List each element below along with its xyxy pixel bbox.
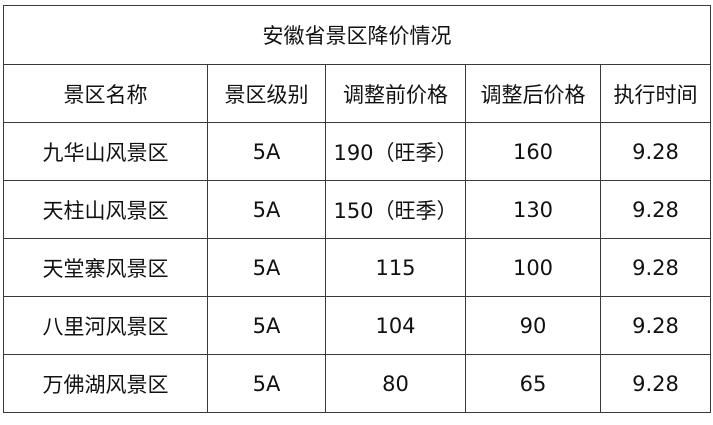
cell: 天堂寨风景区 (3, 238, 208, 297)
data-row: 天堂寨风景区 5A 115 100 9.28 (3, 238, 711, 297)
cell: 150（旺季） (325, 180, 466, 239)
cell: 65 (465, 354, 601, 413)
title-row: 安徽省景区降价情况 (3, 5, 711, 65)
cell: 5A (207, 296, 326, 355)
header-cell: 调整后价格 (465, 64, 601, 123)
table-body: 安徽省景区降价情况 景区名称 景区级别 调整前价格 调整后价格 执行时间 九华山风景区 5A… (3, 5, 711, 413)
header-cell: 景区级别 (207, 64, 326, 123)
cell: 9.28 (600, 122, 711, 181)
cell: 八里河风景区 (3, 296, 208, 355)
cell: 130 (465, 180, 601, 239)
data-row: 八里河风景区 5A 104 90 9.28 (3, 296, 711, 355)
header-cell: 调整前价格 (325, 64, 466, 123)
data-row: 天柱山风景区 5A 150（旺季） 130 9.28 (3, 180, 711, 239)
cell: 5A (207, 180, 326, 239)
cell: 9.28 (600, 180, 711, 239)
cell: 160 (465, 122, 601, 181)
price-table: 安徽省景区降价情况 景区名称 景区级别 调整前价格 调整后价格 执行时间 九华山风景区 5A… (3, 5, 711, 413)
cell: 5A (207, 354, 326, 413)
cell: 9.28 (600, 354, 711, 413)
data-row: 九华山风景区 5A 190（旺季） 160 9.28 (3, 122, 711, 181)
data-row: 万佛湖风景区 5A 80 65 9.28 (3, 354, 711, 413)
cell: 9.28 (600, 238, 711, 297)
header-row: 景区名称 景区级别 调整前价格 调整后价格 执行时间 (3, 64, 711, 123)
cell: 5A (207, 238, 326, 297)
cell: 万佛湖风景区 (3, 354, 208, 413)
cell: 104 (325, 296, 466, 355)
cell: 80 (325, 354, 466, 413)
cell: 九华山风景区 (3, 122, 208, 181)
cell: 115 (325, 238, 466, 297)
table-title: 安徽省景区降价情况 (3, 5, 711, 65)
cell: 100 (465, 238, 601, 297)
header-cell: 执行时间 (600, 64, 711, 123)
cell: 190（旺季） (325, 122, 466, 181)
cell: 90 (465, 296, 601, 355)
header-cell: 景区名称 (3, 64, 208, 123)
cell: 天柱山风景区 (3, 180, 208, 239)
cell: 9.28 (600, 296, 711, 355)
cell: 5A (207, 122, 326, 181)
